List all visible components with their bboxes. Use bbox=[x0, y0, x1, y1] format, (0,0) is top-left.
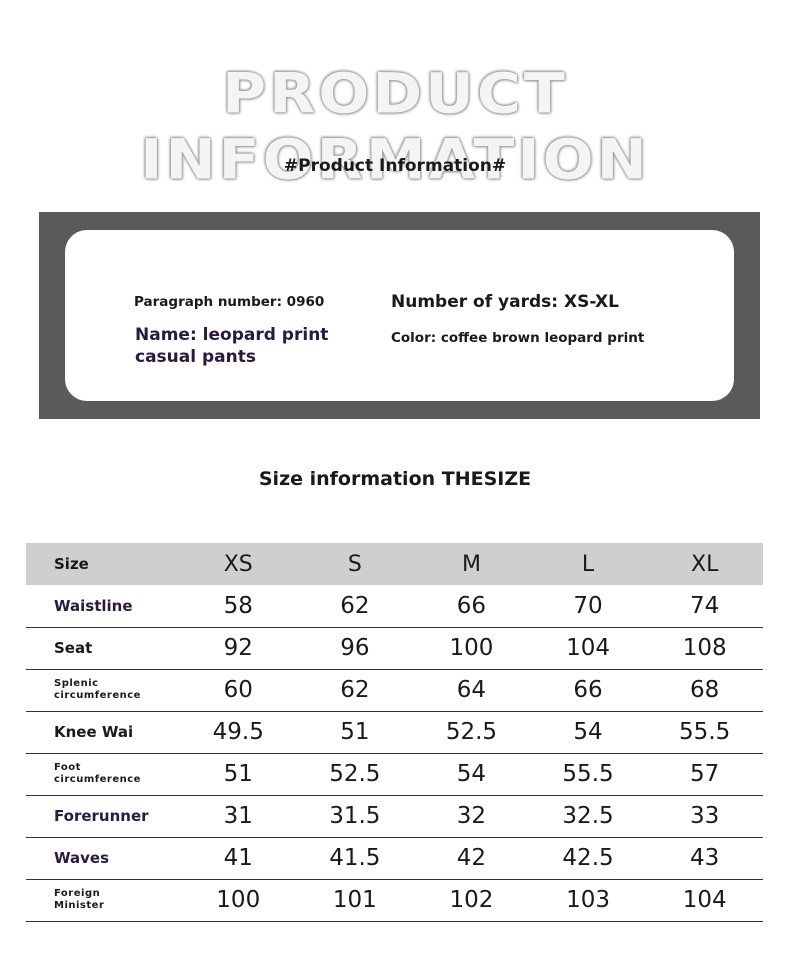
table-cell: 62 bbox=[340, 677, 370, 703]
paragraph-number: Paragraph number: 0960 bbox=[134, 294, 325, 310]
row-label-seat: Seat bbox=[54, 639, 93, 657]
table-row: Foreign Minister 100 101 102 103 104 bbox=[26, 879, 763, 921]
table-row: Seat 92 96 100 104 108 bbox=[26, 627, 763, 669]
table-cell: 64 bbox=[456, 677, 487, 703]
table-cell: 42 bbox=[456, 845, 487, 871]
table-cell: 96 bbox=[340, 635, 370, 661]
size-column-xl: XL bbox=[691, 551, 719, 577]
table-cell: 108 bbox=[682, 635, 727, 661]
table-row: Waistline 58 62 66 70 74 bbox=[26, 585, 763, 627]
product-information-heading: #Product Information# bbox=[283, 156, 507, 176]
table-cell: 54 bbox=[573, 719, 603, 745]
table-cell: 31 bbox=[223, 803, 253, 829]
table-cell: 49.5 bbox=[212, 719, 264, 745]
table-cell: 62 bbox=[340, 592, 370, 619]
table-cell: 55.5 bbox=[562, 761, 614, 787]
size-column-m: M bbox=[461, 551, 481, 577]
product-information-banner: PRODUCT INFORMATION bbox=[140, 61, 650, 193]
table-cell: 41.5 bbox=[329, 845, 381, 871]
table-cell: 33 bbox=[690, 803, 720, 829]
table-cell: 41 bbox=[223, 845, 253, 871]
table-cell: 32.5 bbox=[562, 803, 614, 829]
table-cell: 102 bbox=[449, 887, 494, 913]
table-cell: 104 bbox=[682, 887, 727, 913]
table-cell: 43 bbox=[690, 845, 720, 871]
table-cell: 60 bbox=[223, 677, 253, 703]
table-cell: 58 bbox=[223, 592, 253, 619]
size-table-header: Size XS S M L XL bbox=[26, 543, 763, 585]
table-cell: 100 bbox=[216, 887, 261, 913]
row-label-splenic-circumference: Splenic circumference bbox=[54, 678, 141, 701]
table-cell: 51 bbox=[223, 761, 253, 787]
table-cell: 52.5 bbox=[445, 719, 498, 745]
row-label-foreign-minister: Foreign Minister bbox=[54, 888, 105, 911]
table-cell: 92 bbox=[223, 635, 253, 661]
table-cell: 104 bbox=[566, 635, 610, 661]
row-label-waistline: Waistline bbox=[54, 596, 133, 615]
table-row: Splenic circumference 60 62 64 66 68 bbox=[26, 669, 763, 711]
table-cell: 101 bbox=[332, 887, 377, 913]
size-column-l: L bbox=[581, 551, 595, 577]
size-information-heading: Size information THESIZE bbox=[258, 468, 532, 490]
table-cell: 74 bbox=[690, 592, 720, 619]
table-row: Waves 41 41.5 42 42.5 43 bbox=[26, 837, 763, 879]
product-info-card: Paragraph number: 0960 Number of yards: … bbox=[65, 230, 734, 401]
table-cell: 42.5 bbox=[562, 845, 614, 871]
table-cell: 57 bbox=[690, 761, 720, 787]
size-column-xs: XS bbox=[223, 551, 253, 577]
row-label-waves: Waves bbox=[54, 849, 110, 867]
table-cell: 70 bbox=[573, 592, 603, 619]
table-row: Knee Wai 49.5 51 52.5 54 55.5 bbox=[26, 711, 763, 753]
table-cell: 54 bbox=[456, 761, 487, 787]
table-cell: 55.5 bbox=[679, 719, 731, 745]
product-name: Name: leopard print casual pants bbox=[135, 325, 329, 367]
product-info-frame: Paragraph number: 0960 Number of yards: … bbox=[39, 212, 760, 419]
row-label-knee-wai: Knee Wai bbox=[54, 723, 134, 741]
table-row: Foot circumference 51 52.5 54 55.5 57 bbox=[26, 753, 763, 795]
table-row: Forerunner 31 31.5 32 32.5 33 bbox=[26, 795, 763, 837]
table-cell: 66 bbox=[573, 677, 603, 703]
row-label-forerunner: Forerunner bbox=[54, 807, 149, 825]
row-label-foot-circumference: Foot circumference bbox=[54, 762, 141, 785]
size-table: Size XS S M L XL Waistline 58 62 66 70 7… bbox=[26, 543, 763, 922]
table-cell: 51 bbox=[340, 719, 370, 745]
table-cell: 66 bbox=[456, 592, 487, 619]
table-cell: 68 bbox=[690, 677, 720, 703]
table-cell: 31.5 bbox=[329, 803, 381, 829]
size-column-s: S bbox=[347, 551, 362, 577]
table-cell: 103 bbox=[566, 887, 610, 913]
number-of-yards: Number of yards: XS-XL bbox=[391, 292, 619, 312]
product-color: Color: coffee brown leopard print bbox=[391, 330, 645, 346]
size-header-label: Size bbox=[54, 555, 89, 573]
table-cell: 100 bbox=[449, 635, 494, 661]
table-cell: 32 bbox=[456, 803, 487, 829]
table-cell: 52.5 bbox=[329, 761, 381, 787]
